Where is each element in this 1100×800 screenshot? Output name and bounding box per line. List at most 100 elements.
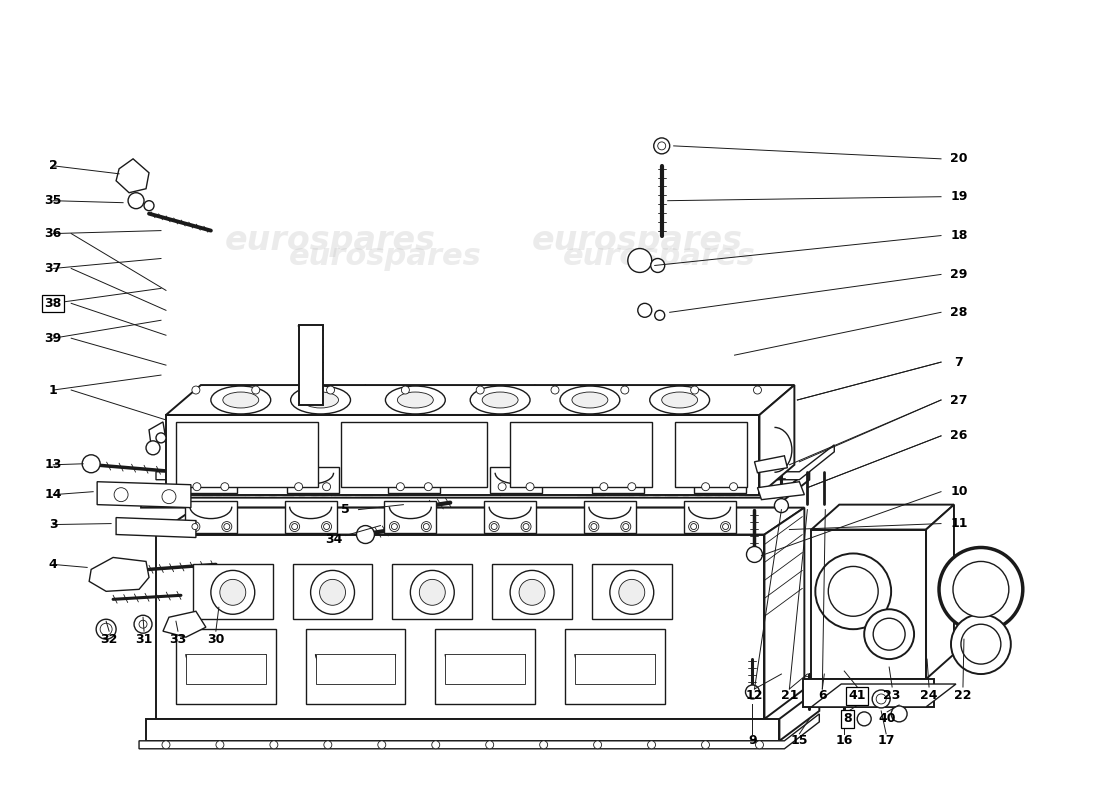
- Polygon shape: [592, 466, 644, 493]
- Circle shape: [594, 741, 602, 749]
- Polygon shape: [117, 159, 148, 193]
- Circle shape: [702, 741, 710, 749]
- Circle shape: [651, 258, 664, 273]
- Text: 8: 8: [843, 712, 851, 726]
- Circle shape: [190, 522, 200, 531]
- Circle shape: [134, 615, 152, 633]
- Circle shape: [754, 386, 761, 394]
- Circle shape: [638, 303, 651, 318]
- Bar: [575, 654, 654, 684]
- Text: 19: 19: [950, 190, 968, 203]
- Circle shape: [591, 523, 597, 530]
- Circle shape: [526, 482, 534, 490]
- Circle shape: [865, 610, 914, 659]
- Text: 40: 40: [879, 712, 895, 726]
- Circle shape: [524, 523, 529, 530]
- Circle shape: [961, 624, 1001, 664]
- Text: 34: 34: [324, 533, 342, 546]
- Circle shape: [815, 554, 891, 630]
- Bar: [192, 565, 273, 619]
- Bar: [176, 422, 318, 486]
- Circle shape: [486, 741, 494, 749]
- Text: 22: 22: [954, 690, 971, 702]
- Text: 20: 20: [950, 152, 968, 166]
- Circle shape: [220, 579, 245, 606]
- Circle shape: [114, 488, 128, 502]
- Circle shape: [252, 386, 260, 394]
- Circle shape: [424, 523, 429, 530]
- Circle shape: [322, 482, 331, 490]
- Circle shape: [729, 482, 737, 490]
- Circle shape: [491, 523, 497, 530]
- Circle shape: [96, 619, 117, 639]
- Circle shape: [476, 386, 484, 394]
- Text: 37: 37: [45, 262, 62, 275]
- Polygon shape: [384, 501, 437, 533]
- Circle shape: [100, 623, 112, 635]
- Text: 3: 3: [48, 518, 57, 531]
- Text: eurospares: eurospares: [289, 242, 482, 271]
- Polygon shape: [141, 470, 810, 508]
- Ellipse shape: [572, 392, 608, 408]
- Polygon shape: [89, 558, 148, 591]
- Text: eurospares: eurospares: [563, 242, 756, 271]
- Bar: [306, 630, 406, 704]
- Circle shape: [620, 386, 629, 394]
- Circle shape: [327, 386, 334, 394]
- Text: 1: 1: [48, 383, 57, 397]
- Text: 15: 15: [791, 734, 808, 747]
- Bar: [592, 565, 672, 619]
- Circle shape: [192, 482, 201, 490]
- Circle shape: [702, 482, 710, 490]
- Circle shape: [323, 523, 330, 530]
- Bar: [393, 565, 472, 619]
- Ellipse shape: [470, 386, 530, 414]
- Polygon shape: [185, 466, 236, 493]
- Ellipse shape: [560, 386, 619, 414]
- Circle shape: [389, 522, 399, 531]
- Circle shape: [653, 138, 670, 154]
- Circle shape: [323, 741, 332, 749]
- Bar: [186, 654, 266, 684]
- Circle shape: [648, 741, 656, 749]
- Circle shape: [609, 570, 653, 614]
- Polygon shape: [146, 719, 780, 741]
- Polygon shape: [163, 611, 206, 637]
- Polygon shape: [780, 689, 820, 741]
- Circle shape: [392, 523, 397, 530]
- Ellipse shape: [223, 392, 258, 408]
- Bar: [565, 630, 664, 704]
- Ellipse shape: [662, 392, 697, 408]
- Circle shape: [425, 482, 432, 490]
- Circle shape: [891, 706, 908, 722]
- Text: 23: 23: [883, 690, 901, 702]
- Circle shape: [588, 522, 598, 531]
- Text: 2: 2: [48, 159, 57, 172]
- Polygon shape: [156, 508, 804, 534]
- Text: 38: 38: [45, 297, 62, 310]
- Text: 30: 30: [207, 633, 224, 646]
- Text: 24: 24: [921, 690, 938, 702]
- Circle shape: [747, 546, 762, 562]
- Circle shape: [144, 201, 154, 210]
- Polygon shape: [287, 466, 339, 493]
- Circle shape: [223, 523, 230, 530]
- Circle shape: [432, 741, 440, 749]
- Circle shape: [490, 522, 499, 531]
- Circle shape: [222, 522, 232, 531]
- Circle shape: [221, 482, 229, 490]
- Circle shape: [396, 482, 405, 490]
- Circle shape: [146, 441, 160, 455]
- Text: 28: 28: [950, 306, 968, 319]
- Polygon shape: [584, 501, 636, 533]
- Polygon shape: [484, 501, 536, 533]
- Text: 36: 36: [45, 227, 62, 240]
- Text: 14: 14: [44, 488, 62, 501]
- Circle shape: [774, 498, 789, 513]
- Circle shape: [377, 741, 386, 749]
- Circle shape: [421, 522, 431, 531]
- Text: 13: 13: [45, 458, 62, 471]
- Ellipse shape: [650, 386, 710, 414]
- Circle shape: [295, 482, 302, 490]
- Polygon shape: [684, 501, 736, 533]
